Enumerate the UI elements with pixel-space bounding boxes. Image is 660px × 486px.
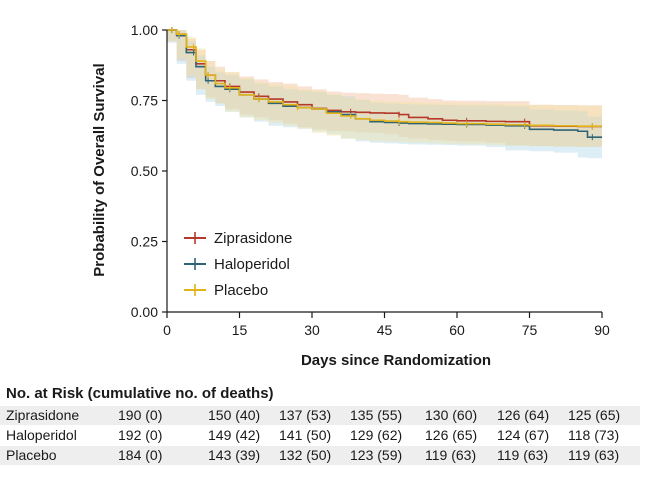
x-tick-label: 30 (304, 322, 320, 338)
y-tick-label: 0.25 (131, 234, 158, 250)
y-tick-label: 1.00 (131, 22, 158, 38)
risk-row-placebo: Placebo 184 (0) 143 (39) 132 (50) 123 (5… (0, 446, 640, 465)
risk-cell: 135 (55) (350, 407, 403, 423)
y-axis-label: Probability of Overall Survival (91, 63, 108, 276)
y-tick-label: 0.75 (131, 93, 158, 109)
x-tick-label: 90 (594, 322, 610, 338)
risk-cell: 125 (65) (568, 407, 621, 423)
confidence-band-haloperidol (167, 30, 602, 159)
risk-cell: 149 (42) (208, 427, 261, 443)
x-tick-label: 15 (232, 322, 248, 338)
chart-axes: 0.00 0.25 0.50 0.75 1.00 0 15 30 45 60 75 90 (131, 22, 610, 338)
risk-cell: 130 (60) (425, 407, 478, 423)
legend-label-haloperidol: Haloperidol (214, 256, 290, 273)
risk-cell: 141 (50) (279, 427, 332, 443)
risk-cell: 150 (40) (208, 407, 261, 423)
risk-cell: 123 (59) (350, 447, 403, 463)
risk-cell: 132 (50) (279, 447, 332, 463)
confidence-band-placebo (167, 30, 602, 147)
x-tick-label: 0 (163, 322, 171, 338)
x-tick-label: 45 (377, 322, 393, 338)
risk-cell: 126 (65) (425, 427, 478, 443)
risk-cell: 190 (0) (118, 407, 163, 423)
risk-cell: 192 (0) (118, 427, 163, 443)
risk-cell: 143 (39) (208, 447, 261, 463)
risk-cell: 119 (63) (568, 447, 620, 463)
legend-label-placebo: Placebo (214, 282, 268, 299)
y-tick-label: 0.50 (131, 163, 158, 179)
chart-legend: Ziprasidone Haloperidol Placebo (184, 230, 292, 299)
risk-cell: 126 (64) (497, 407, 550, 423)
risk-row-label: Haloperidol (6, 427, 77, 443)
x-tick-label: 75 (522, 322, 538, 338)
risk-cell: 118 (73) (568, 427, 620, 443)
survival-curves (167, 27, 602, 141)
risk-row-label: Ziprasidone (6, 407, 80, 423)
risk-cell: 124 (67) (497, 427, 550, 443)
risk-cell: 129 (62) (350, 427, 403, 443)
risk-row-haloperidol: Haloperidol 192 (0) 149 (42) 141 (50) 12… (0, 426, 640, 445)
risk-cell: 137 (53) (279, 407, 332, 423)
risk-row-ziprasidone: Ziprasidone 190 (0) 150 (40) 137 (53) 13… (0, 406, 640, 425)
risk-cell: 184 (0) (118, 447, 163, 463)
risk-table-title: No. at Risk (cumulative no. of deaths) (6, 385, 274, 402)
legend-label-ziprasidone: Ziprasidone (214, 230, 292, 247)
survival-curve-placebo (167, 29, 602, 127)
confidence-bands (167, 30, 602, 159)
y-tick-label: 0.00 (131, 304, 158, 320)
x-tick-label: 60 (449, 322, 465, 338)
risk-row-label: Placebo (6, 447, 57, 463)
x-axis-label: Days since Randomization (301, 352, 491, 369)
risk-cell: 119 (63) (497, 447, 549, 463)
survival-chart: 0.00 0.25 0.50 0.75 1.00 0 15 30 45 60 75 90 Zipras… (91, 22, 610, 369)
confidence-band-ziprasidone (167, 30, 602, 148)
risk-cell: 119 (63) (425, 447, 477, 463)
